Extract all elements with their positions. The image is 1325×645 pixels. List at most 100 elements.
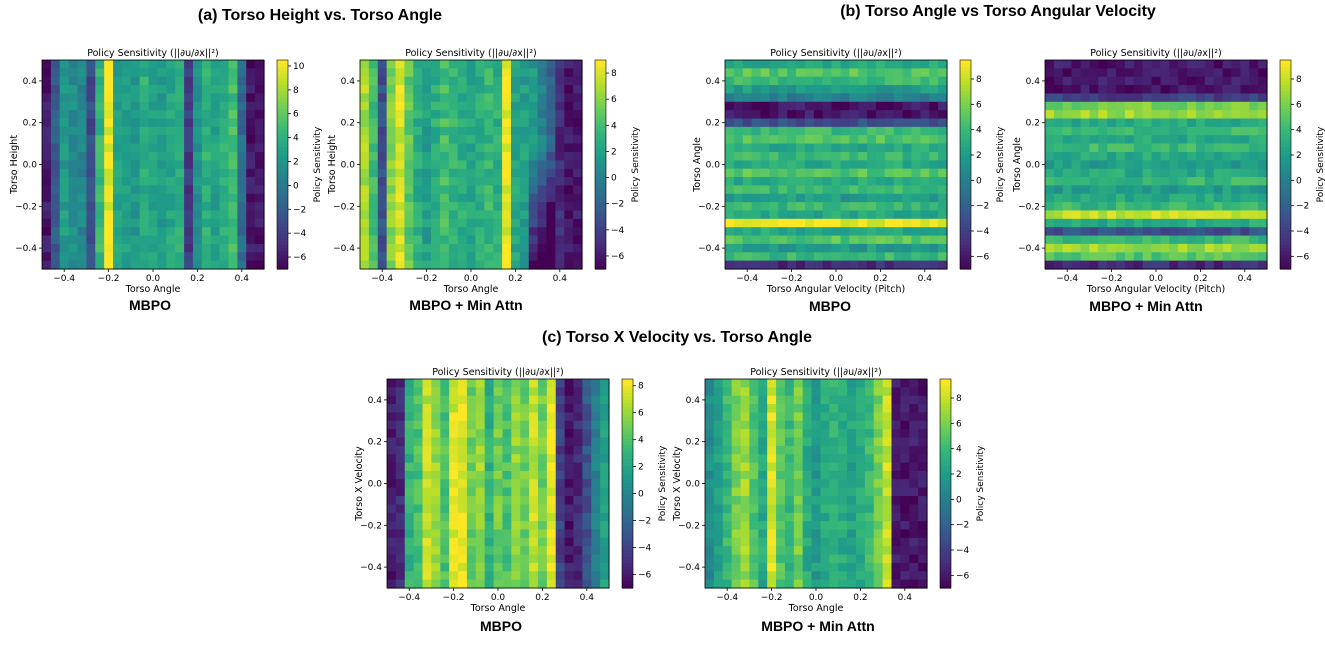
heatmap-cell xyxy=(466,404,477,414)
heatmap-cell xyxy=(909,395,919,405)
heatmap-cell xyxy=(731,562,742,572)
heatmap-cell xyxy=(891,554,901,564)
heatmap-cell xyxy=(855,379,866,388)
heatmap-cell xyxy=(751,193,762,203)
heatmap-cell xyxy=(1187,218,1197,228)
heatmap-cell xyxy=(139,126,150,136)
colorbar xyxy=(622,379,633,589)
heatmap-cell xyxy=(802,479,813,489)
colorbar-segment xyxy=(277,161,288,166)
heatmap-cell xyxy=(555,437,566,447)
heatmap-cell xyxy=(404,76,414,86)
heatmap-cell xyxy=(705,462,715,472)
heatmap-cell xyxy=(502,168,512,178)
heatmap-cell xyxy=(731,554,742,564)
heatmap-cell xyxy=(387,395,397,405)
heatmap-cell xyxy=(1249,252,1259,262)
heatmap-cell xyxy=(360,160,370,170)
heatmap-cell xyxy=(793,529,804,539)
heatmap-cell xyxy=(511,496,521,505)
heatmap-cell xyxy=(822,135,833,145)
heatmap-cell xyxy=(86,143,96,153)
heatmap-cell xyxy=(413,243,423,253)
heatmap-cell xyxy=(422,470,432,480)
heatmap-cell xyxy=(582,529,592,539)
heatmap-cell xyxy=(201,126,212,136)
heatmap-cell xyxy=(104,235,114,245)
heatmap-cell xyxy=(368,210,379,220)
heatmap-cell xyxy=(918,512,928,522)
heatmap-cell xyxy=(731,529,742,539)
heatmap-cell xyxy=(1080,76,1090,86)
heatmap-cell xyxy=(1080,60,1090,69)
heatmap-cell xyxy=(484,470,495,480)
heatmap-cell xyxy=(1080,218,1090,228)
heatmap-cell xyxy=(546,504,557,514)
heatmap-cell xyxy=(591,496,601,505)
heatmap-cell xyxy=(1098,252,1108,262)
heatmap-cell xyxy=(838,379,848,388)
heatmap-cell xyxy=(157,93,167,103)
heatmap-cell xyxy=(820,479,830,489)
heatmap-cell xyxy=(422,429,432,439)
heatmap-cell xyxy=(849,193,859,203)
heatmap-cell xyxy=(840,93,850,103)
y-tick-label: 0.2 xyxy=(706,119,720,129)
heatmap-cell xyxy=(493,168,503,178)
heatmap-cell xyxy=(422,512,432,522)
heatmap-cell xyxy=(1187,126,1197,136)
heatmap-cell xyxy=(918,487,928,497)
heatmap-cell xyxy=(121,110,132,120)
heatmap-cell xyxy=(731,420,742,430)
heatmap-cell xyxy=(1151,151,1162,161)
heatmap-cell xyxy=(439,110,450,120)
heatmap-cell xyxy=(546,521,557,531)
heatmap-cell xyxy=(600,479,610,489)
heatmap-cell xyxy=(882,537,893,547)
heatmap-cell xyxy=(769,151,779,161)
heatmap-cell xyxy=(529,479,539,489)
heatmap-cell xyxy=(582,420,592,430)
heatmap-cell xyxy=(1124,260,1135,270)
heatmap-cell xyxy=(564,504,575,514)
heatmap-cell xyxy=(175,243,185,253)
heatmap-cell xyxy=(104,252,114,262)
y-tick-label: −0.2 xyxy=(15,202,37,212)
heatmap-cell xyxy=(77,126,87,136)
heatmap-cell xyxy=(139,68,150,78)
heatmap-cell xyxy=(1240,185,1250,195)
y-axis-label: Torso X Velocity xyxy=(354,446,365,522)
heatmap-cell xyxy=(413,454,424,464)
heatmap-cell xyxy=(1098,60,1108,69)
heatmap-cell xyxy=(228,177,238,186)
heatmap-cell xyxy=(440,562,450,572)
heatmap-cell xyxy=(751,227,762,237)
heatmap-cell xyxy=(769,202,779,212)
heatmap-cell xyxy=(918,571,928,581)
heatmap-cell xyxy=(1195,235,1206,245)
colorbar-segment xyxy=(940,413,951,418)
heatmap-cell xyxy=(404,126,414,136)
heatmap-cell xyxy=(387,504,397,514)
heatmap-cell xyxy=(749,379,759,388)
heatmap-cell xyxy=(1204,218,1215,228)
heatmap-cell xyxy=(1187,193,1197,203)
colorbar-segment xyxy=(595,223,606,228)
heatmap-cell xyxy=(731,521,742,531)
heatmap-cell xyxy=(822,60,833,69)
heatmap-cell xyxy=(1169,110,1179,120)
heatmap-cell xyxy=(591,512,601,522)
heatmap-cell xyxy=(849,202,859,212)
heatmap-cell xyxy=(440,395,450,405)
heatmap-cell xyxy=(873,395,884,405)
heatmap-cell xyxy=(68,60,79,69)
heatmap-cell xyxy=(104,143,114,153)
colorbar-segment xyxy=(595,84,606,89)
heatmap-cell xyxy=(546,512,557,522)
colorbar-segment xyxy=(960,209,971,214)
heatmap-cell xyxy=(113,151,123,161)
heatmap-cells xyxy=(387,379,610,589)
heatmap-cell xyxy=(1258,235,1268,245)
heatmap-cell xyxy=(386,110,397,120)
heatmap-cell xyxy=(1116,68,1126,78)
